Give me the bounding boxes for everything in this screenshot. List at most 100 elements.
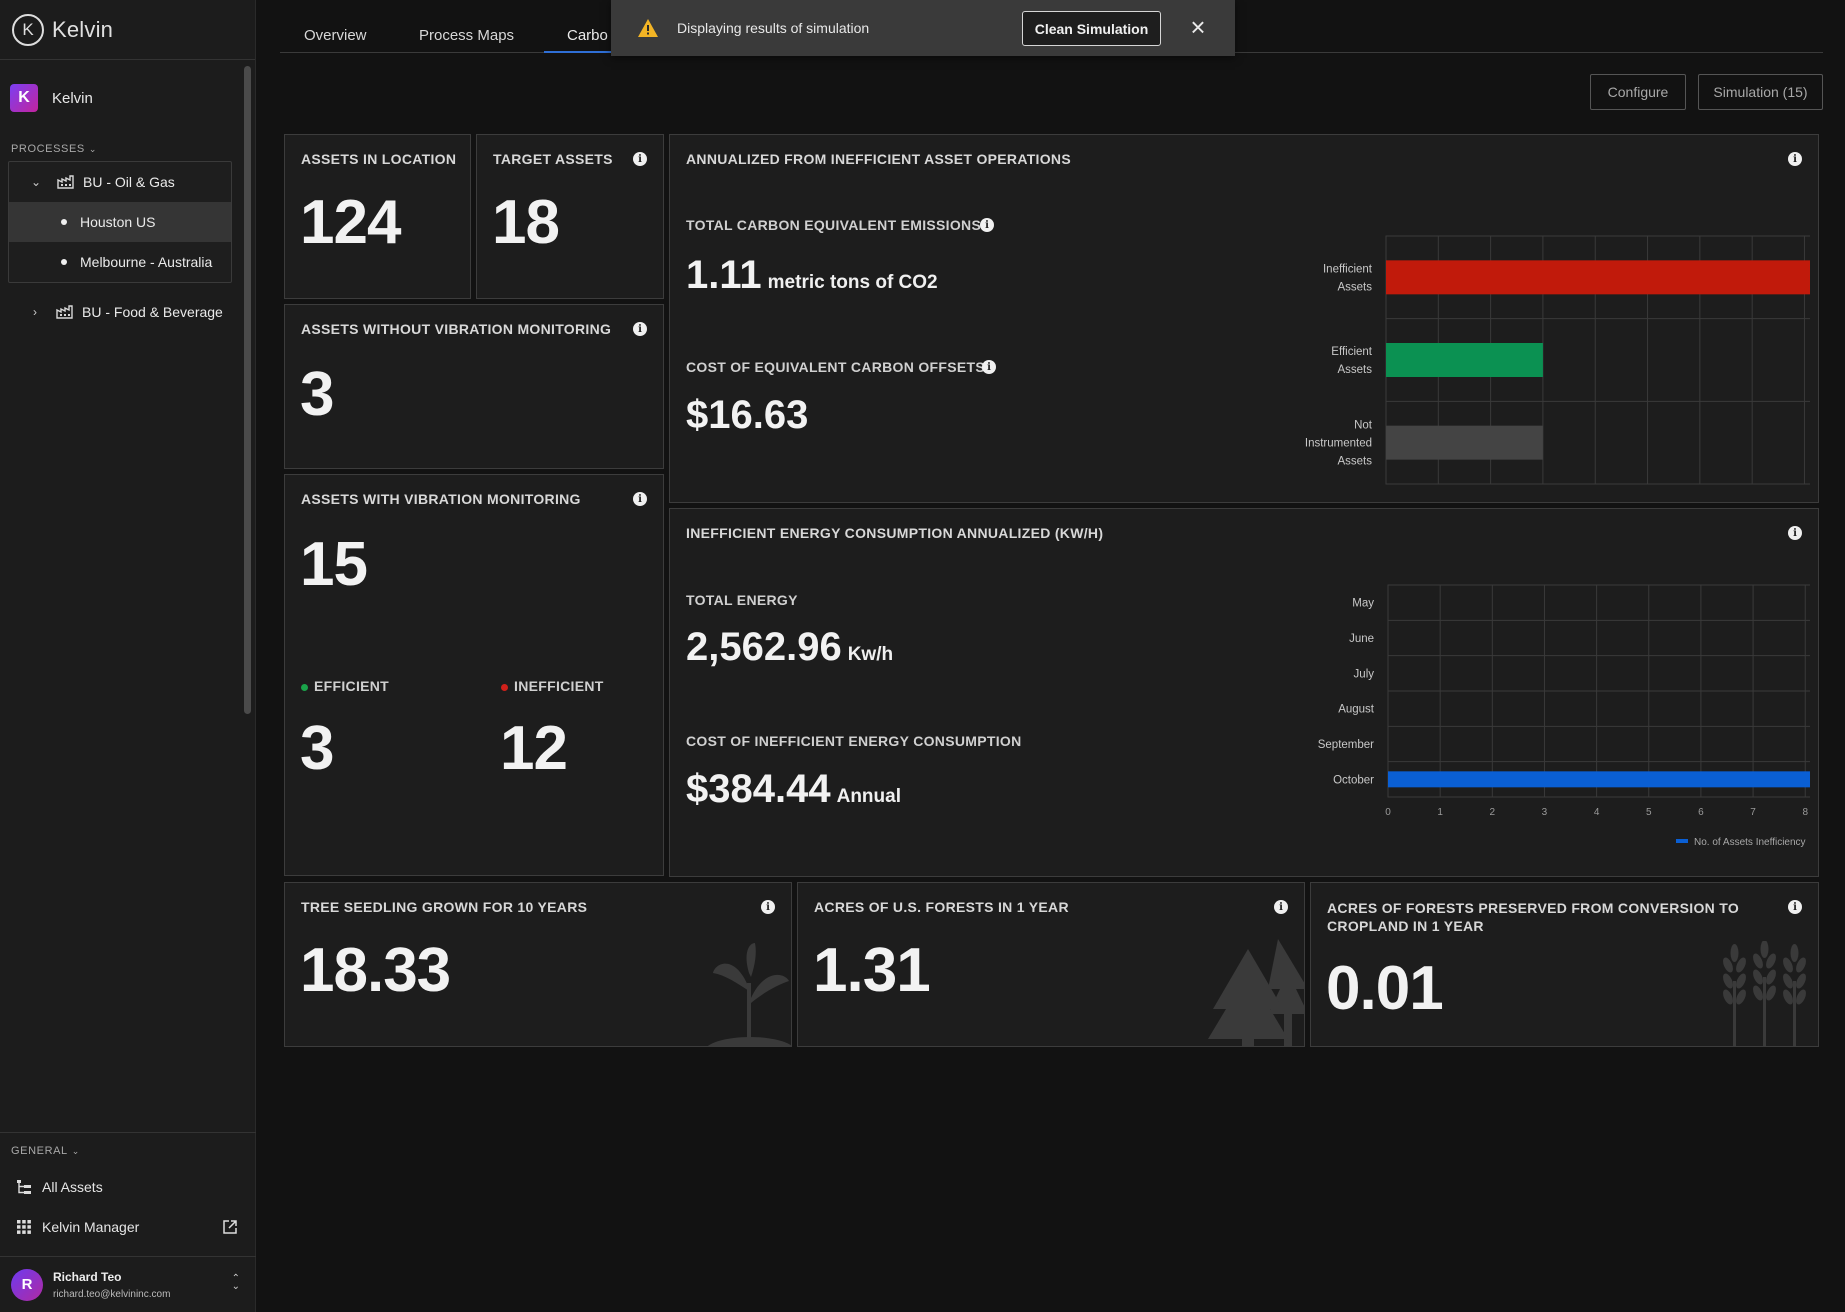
inefficient-label: INEFFICIENT — [501, 678, 604, 694]
nav-label: Kelvin Manager — [42, 1219, 140, 1235]
y-tick-label: Not — [1354, 420, 1373, 432]
x-tick-label: 3 — [1540, 494, 1546, 495]
energy-cost-metric: $384.44 Annual — [686, 767, 901, 812]
tree-item-label: Houston US — [80, 214, 156, 230]
tab-carbon[interactable]: Carbo — [567, 27, 608, 44]
y-tick-label: Assets — [1337, 281, 1372, 293]
org-name: Kelvin — [52, 89, 93, 107]
energy-cost-value: $384.44 — [686, 767, 831, 811]
close-icon[interactable]: × — [1190, 12, 1206, 42]
tree-item-food-beverage[interactable]: › BU - Food & Beverage — [8, 292, 232, 332]
factory-icon — [57, 175, 74, 189]
user-email: richard.teo@kelvininc.com — [53, 1288, 171, 1300]
info-icon[interactable]: i — [1788, 152, 1802, 166]
bar[interactable] — [1386, 343, 1543, 377]
card-energy-consumption: INEFFICIENT ENERGY CONSUMPTION ANNUALIZE… — [669, 508, 1819, 877]
chevron-up-down-icon[interactable]: ⌃ ⌄ — [231, 1273, 240, 1292]
metric-value: 3 — [300, 360, 334, 429]
external-link-icon[interactable] — [222, 1219, 238, 1235]
bar[interactable] — [1386, 260, 1810, 295]
clean-simulation-button[interactable]: Clean Simulation — [1022, 11, 1161, 46]
processes-section-toggle[interactable]: PROCESSES ⌄ — [11, 143, 97, 155]
configure-button[interactable]: Configure — [1590, 74, 1686, 110]
energy-bar-chart: 012345678910111213MayJuneJulyAugustSepte… — [1318, 584, 1810, 848]
sidebar-scrollbar[interactable] — [244, 66, 251, 714]
tree-item-oil-gas[interactable]: ⌄ BU - Oil & Gas — [9, 162, 231, 202]
simulation-toast: Displaying results of simulation Clean S… — [611, 0, 1235, 56]
tab-process-maps[interactable]: Process Maps — [419, 27, 515, 44]
user-menu[interactable]: R Richard Teo richard.teo@kelvininc.com … — [0, 1256, 256, 1312]
y-tick-label: Inefficient — [1323, 263, 1373, 275]
metric-value: 18 — [492, 188, 560, 257]
bullet-icon — [61, 259, 67, 265]
sidebar: K Kelvin K Kelvin PROCESSES ⌄ ⌄ BU - Oil… — [0, 0, 256, 1312]
tree-item-houston-us[interactable]: Houston US — [9, 202, 231, 242]
chevron-down-icon: ⌄ — [88, 143, 98, 154]
org-switcher[interactable]: K Kelvin — [10, 84, 93, 112]
info-icon[interactable]: i — [982, 360, 996, 374]
seedling-icon — [707, 943, 791, 1046]
card-assets-with-vibration: ASSETS WITH VIBRATION MONITORING i 15 EF… — [284, 474, 664, 876]
general-section-toggle[interactable]: GENERAL ⌄ — [11, 1145, 80, 1157]
emissions-unit: metric tons of CO2 — [767, 272, 938, 293]
info-icon[interactable]: i — [633, 492, 647, 506]
emissions-metric: 1.11 metric tons of CO2 — [686, 253, 938, 298]
chevron-right-icon[interactable]: › — [33, 305, 37, 319]
x-tick-label: 3 — [1542, 807, 1548, 818]
apps-grid-icon — [17, 1220, 31, 1234]
nav-all-assets[interactable]: All Assets — [16, 1179, 103, 1195]
y-tick-label: July — [1354, 668, 1375, 680]
card-title: TARGET ASSETS — [493, 151, 613, 167]
nav-kelvin-manager[interactable]: Kelvin Manager — [16, 1219, 238, 1235]
org-badge: K — [10, 84, 38, 112]
info-icon[interactable]: i — [633, 152, 647, 166]
bar[interactable] — [1386, 425, 1543, 460]
x-tick-label: 8 — [1802, 494, 1808, 495]
process-group-oil-gas: ⌄ BU - Oil & Gas Houston US Melbourne - … — [8, 161, 232, 283]
total-energy-metric: 2,562.96 Kw/h — [686, 625, 893, 670]
info-icon[interactable]: i — [1788, 900, 1802, 914]
card-title: ANNUALIZED FROM INEFFICIENT ASSET OPERAT… — [686, 151, 1071, 167]
card-carbon-emissions: ANNUALIZED FROM INEFFICIENT ASSET OPERAT… — [669, 134, 1819, 503]
general-divider — [0, 1132, 256, 1133]
card-title: ACRES OF U.S. FORESTS IN 1 YEAR — [814, 899, 1069, 915]
app-logo[interactable]: K Kelvin — [0, 0, 255, 60]
general-label: GENERAL — [11, 1145, 68, 1157]
info-icon[interactable]: i — [980, 218, 994, 232]
chart-grid — [1387, 584, 1810, 798]
info-icon[interactable]: i — [633, 322, 647, 336]
chevron-down-icon[interactable]: ⌄ — [30, 175, 42, 189]
emissions-label: TOTAL CARBON EQUIVALENT EMISSIONS — [686, 217, 982, 233]
tab-overview[interactable]: Overview — [304, 27, 367, 44]
bullet-icon — [61, 219, 67, 225]
forest-trees-icon — [1208, 939, 1304, 1046]
card-title: TREE SEEDLING GROWN FOR 10 YEARS — [301, 899, 588, 915]
x-tick-label: 0 — [1385, 807, 1391, 818]
tree-item-label: BU - Oil & Gas — [83, 174, 175, 190]
x-tick-label: 1 — [1436, 494, 1442, 495]
warning-icon — [638, 19, 658, 37]
total-energy-unit: Kw/h — [847, 644, 894, 665]
y-tick-label: Efficient — [1331, 346, 1373, 358]
legend-label: No. of Assets Inefficiency — [1694, 837, 1806, 848]
bar[interactable] — [1388, 771, 1810, 788]
x-tick-label: 5 — [1645, 494, 1651, 495]
info-icon[interactable]: i — [1274, 900, 1288, 914]
x-tick-label: 2 — [1490, 807, 1496, 818]
tree-item-melbourne[interactable]: Melbourne - Australia — [9, 242, 231, 282]
simulation-button[interactable]: Simulation (15) — [1698, 74, 1823, 110]
x-tick-label: 7 — [1750, 807, 1756, 818]
card-target-assets: TARGET ASSETS i 18 — [476, 134, 664, 299]
card-us-forests: ACRES OF U.S. FORESTS IN 1 YEAR i 1.31 — [797, 882, 1305, 1047]
card-title: ASSETS IN LOCATION — [301, 151, 457, 167]
x-tick-label: 6 — [1698, 807, 1704, 818]
x-tick-label: 4 — [1594, 807, 1600, 818]
avatar: R — [11, 1268, 43, 1301]
info-icon[interactable]: i — [761, 900, 775, 914]
efficient-label: EFFICIENT — [301, 678, 389, 694]
card-forests-preserved: ACRES OF FORESTS PRESERVED FROM CONVERSI… — [1310, 882, 1819, 1047]
info-icon[interactable]: i — [1788, 526, 1802, 540]
efficient-value: 3 — [300, 714, 334, 783]
x-tick-label: 2 — [1488, 494, 1494, 495]
processes-label: PROCESSES — [11, 143, 85, 155]
